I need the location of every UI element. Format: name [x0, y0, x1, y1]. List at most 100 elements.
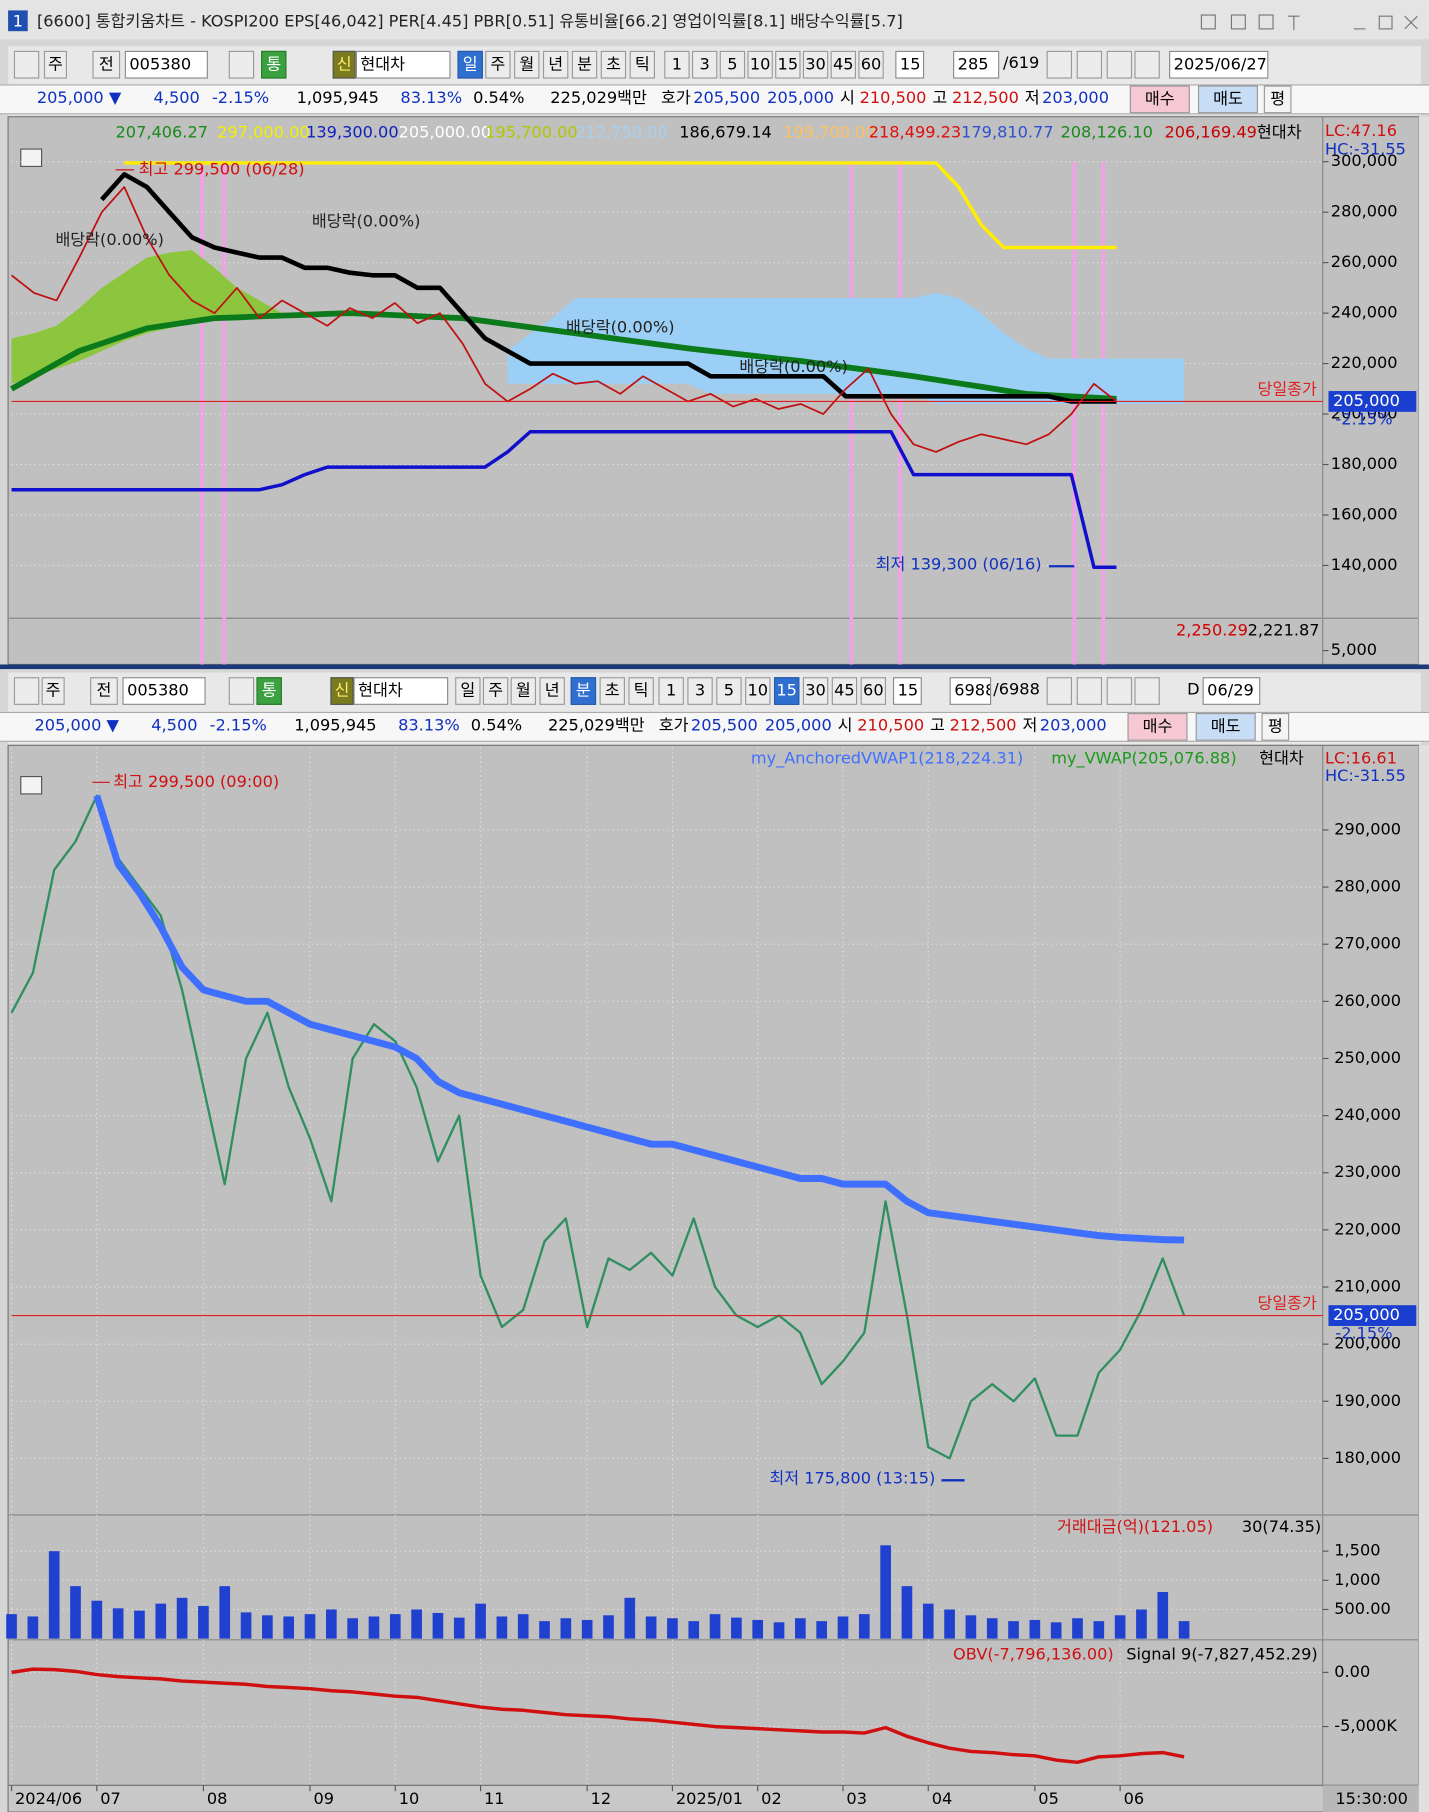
toolbar-item[interactable]: 3 — [691, 50, 718, 79]
toolbar-item[interactable]: 06/29 — [1202, 677, 1261, 705]
y-tick-label: 220,000 — [1331, 353, 1398, 372]
close-change: -2.15% — [1335, 1324, 1392, 1343]
close-change: -2.15% — [1335, 409, 1392, 428]
toolbar-item[interactable]: 전 — [92, 50, 121, 79]
toolbar-item[interactable]: 신 — [332, 50, 356, 79]
scrollbar[interactable] — [1418, 116, 1429, 665]
quote-field[interactable]: 평 — [1263, 85, 1292, 114]
legend-value: 207,406.27 — [116, 122, 208, 141]
quote-field[interactable]: 매도 — [1197, 85, 1259, 114]
volume-bar — [134, 1610, 145, 1639]
toolbar-item[interactable]: 1 — [658, 677, 684, 705]
tool-icon[interactable] — [1106, 677, 1133, 705]
toolbar-item[interactable]: 현대차 — [353, 677, 449, 705]
toolbar-item[interactable]: 285 — [953, 50, 1000, 79]
toolbar-item[interactable]: 통 — [256, 677, 282, 705]
tool-icon[interactable] — [1076, 50, 1103, 79]
toolbar-item[interactable]: 월 — [514, 50, 540, 79]
quote-field[interactable]: 매도 — [1195, 713, 1256, 741]
window-icon[interactable] — [13, 677, 40, 705]
quote-field[interactable]: 매수 — [1127, 713, 1188, 741]
toolbar-item[interactable]: 15 — [775, 50, 801, 79]
legend-value: 208,126.10 — [1060, 122, 1152, 141]
toolbar-item[interactable]: 주 — [482, 677, 509, 705]
quote-field[interactable]: 매수 — [1129, 85, 1190, 114]
toolbar-item[interactable]: 일 — [457, 50, 483, 79]
toolbar-item[interactable]: 15 — [895, 50, 925, 79]
toolbar-item[interactable]: 1 — [664, 50, 690, 79]
toolbar-item[interactable]: 005380 — [124, 50, 208, 79]
toolbar-item[interactable]: 45 — [831, 677, 858, 705]
toolbar-item[interactable]: 60 — [858, 50, 884, 79]
series-line — [10, 310, 1117, 402]
toolbar-item[interactable]: 5 — [716, 677, 742, 705]
close-label: 205,000 — [1333, 1305, 1400, 1324]
toolbar-item[interactable]: 전 — [90, 677, 118, 705]
toolbar-item[interactable]: 15 — [773, 677, 800, 705]
toolbar-item[interactable]: 10 — [747, 50, 773, 79]
tool-icon[interactable] — [1106, 50, 1133, 79]
toolbar-item[interactable]: 3 — [687, 677, 713, 705]
volume-bar — [1157, 1591, 1169, 1639]
toolbar-item[interactable]: 15 — [892, 677, 922, 705]
toolbar-item[interactable]: 신 — [330, 677, 354, 705]
toolbar-item[interactable]: /6988 — [993, 680, 1040, 700]
volume-bar — [112, 1608, 124, 1639]
tool-icon[interactable] — [228, 677, 255, 705]
volume-bar — [837, 1616, 849, 1639]
toolbar-item[interactable]: 틱 — [628, 677, 654, 705]
close-box — [1328, 1305, 1417, 1326]
toolbar-item[interactable]: 현대차 — [355, 50, 451, 79]
window-controls[interactable] — [1200, 14, 1418, 31]
legend-value: 199,700.00 — [783, 122, 875, 141]
close-label: 205,000 — [1333, 391, 1400, 410]
toolbar-item[interactable]: 년 — [539, 677, 565, 705]
y-tick-label: 290,000 — [1334, 819, 1401, 838]
close-title: 당일종가 — [1257, 1294, 1317, 1313]
tool-icon[interactable] — [1134, 677, 1160, 705]
bottom-chart-panel — [7, 744, 1420, 1786]
volume-bar — [453, 1617, 465, 1639]
toolbar-item[interactable]: 5 — [719, 50, 746, 79]
toolbar-item[interactable]: /619 — [1003, 54, 1040, 73]
toolbar-item[interactable]: 30 — [802, 677, 829, 705]
toolbar-item[interactable]: 년 — [542, 50, 569, 79]
toolbar-item[interactable]: 005380 — [122, 677, 206, 705]
toolbar-item[interactable]: 60 — [860, 677, 887, 705]
quote-field[interactable]: 평 — [1261, 713, 1290, 741]
scrollbar[interactable] — [1418, 745, 1429, 1812]
toolbar-item[interactable]: D — [1187, 680, 1200, 700]
tool-icon[interactable] — [1046, 50, 1073, 79]
toolbar-item[interactable]: 틱 — [629, 50, 655, 79]
toolbar-item[interactable]: 2025/06/27 — [1169, 50, 1269, 79]
toolbar-item[interactable]: 45 — [830, 50, 857, 79]
volume-bar — [603, 1615, 614, 1639]
tool-icon[interactable] — [1046, 677, 1073, 705]
toolbar-item[interactable]: 주 — [41, 677, 65, 705]
toolbar-item[interactable]: 일 — [455, 677, 481, 705]
toolbar-item[interactable]: 월 — [510, 677, 537, 705]
toolbar-item[interactable]: 6988 — [949, 677, 992, 705]
quote-field: 83.13% — [398, 716, 460, 735]
splitter[interactable] — [0, 664, 1429, 670]
y-tick-label: 260,000 — [1334, 991, 1401, 1010]
volume-bar — [986, 1618, 998, 1639]
toolbar-item[interactable]: 10 — [745, 677, 771, 705]
toolbar-item[interactable]: 분 — [570, 677, 597, 705]
y-tick-label: 200,000 — [1334, 1334, 1401, 1353]
low-annotation: 최저 175,800 (13:15) — [769, 1469, 935, 1488]
volume-bar — [176, 1597, 188, 1639]
toolbar-item[interactable]: 초 — [599, 677, 625, 705]
tool-icon[interactable] — [228, 50, 255, 79]
series-line — [11, 1667, 1185, 1765]
tool-icon[interactable] — [1134, 50, 1160, 79]
toolbar-item[interactable]: 30 — [802, 50, 829, 79]
toolbar-item[interactable]: 통 — [261, 50, 287, 79]
toolbar-item[interactable]: 초 — [600, 50, 627, 79]
tool-icon[interactable] — [1076, 677, 1103, 705]
toolbar-item[interactable]: 주 — [43, 50, 68, 79]
toolbar-item[interactable]: 주 — [485, 50, 511, 79]
window-icon[interactable] — [13, 50, 40, 79]
toolbar-item[interactable]: 분 — [571, 50, 598, 79]
legend-value: 212,750.00 — [575, 122, 667, 141]
